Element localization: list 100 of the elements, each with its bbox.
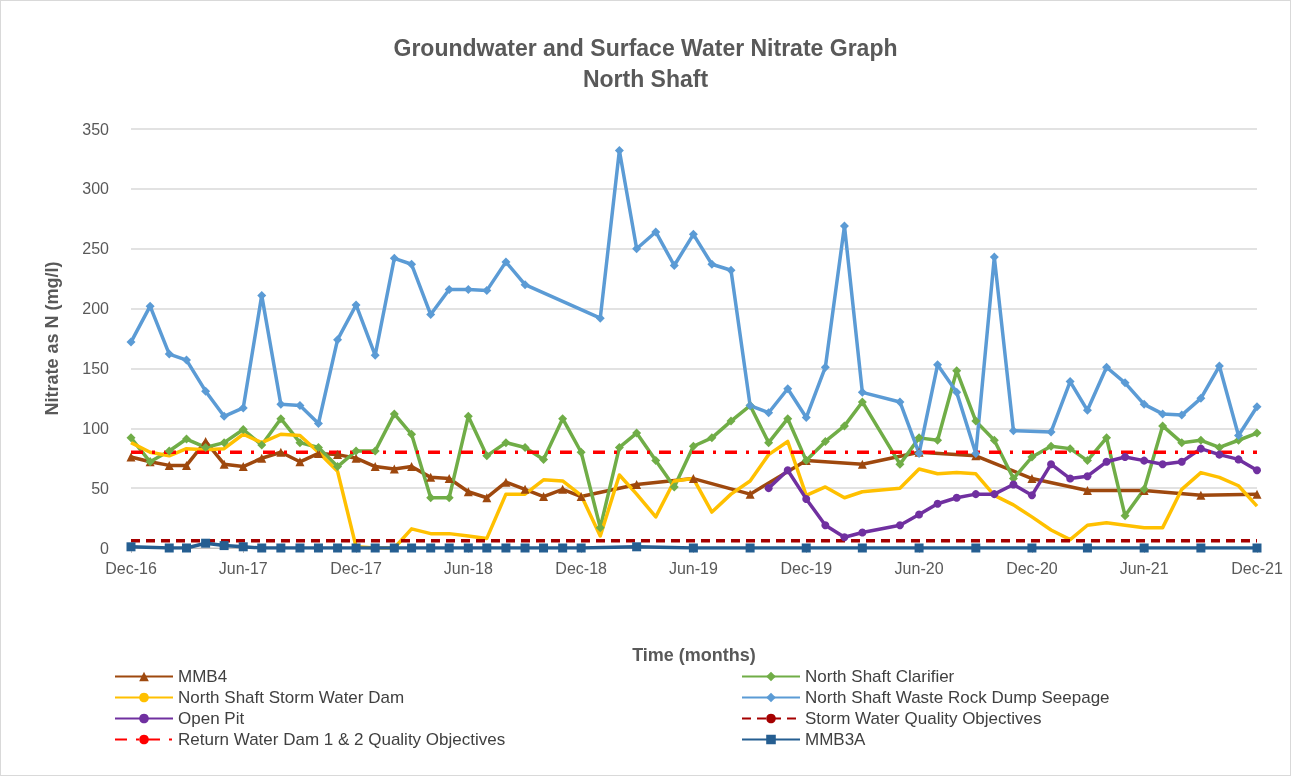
point — [539, 492, 549, 502]
x-tick-label: Jun-20 — [894, 559, 944, 577]
point — [1196, 435, 1206, 445]
point — [688, 441, 698, 451]
point — [1214, 442, 1224, 452]
point — [313, 442, 323, 452]
x-tick-label: Dec-18 — [555, 559, 608, 577]
point — [576, 447, 586, 457]
point — [783, 384, 793, 394]
point — [1196, 543, 1206, 553]
point — [238, 424, 248, 434]
point — [801, 413, 811, 423]
point — [501, 257, 511, 267]
point — [1252, 543, 1262, 553]
point — [726, 265, 736, 275]
point — [745, 489, 755, 499]
point — [276, 447, 286, 457]
x-tick-label: Jun-18 — [443, 559, 493, 577]
legend-label: Storm Water Quality Objectives — [805, 709, 1042, 728]
point — [1082, 486, 1092, 496]
point — [389, 543, 399, 553]
point — [1065, 444, 1075, 454]
point — [201, 538, 211, 548]
point — [313, 543, 323, 553]
point — [539, 454, 549, 464]
point — [182, 355, 191, 365]
point — [426, 472, 436, 482]
point — [952, 387, 962, 397]
point — [238, 542, 248, 552]
point — [407, 462, 417, 472]
point — [840, 533, 849, 542]
point — [1027, 543, 1037, 553]
point — [1047, 460, 1056, 469]
point — [389, 253, 399, 263]
point — [370, 462, 380, 472]
point — [182, 543, 191, 553]
point — [745, 543, 755, 553]
y-tick-label: 200 — [82, 300, 110, 318]
point — [219, 541, 229, 551]
point — [295, 457, 305, 467]
point — [651, 456, 661, 466]
point — [764, 438, 774, 448]
x-tick-label: Jun-21 — [1119, 559, 1169, 577]
point — [764, 484, 773, 493]
point — [688, 474, 698, 484]
point — [182, 460, 191, 470]
chart-subtitle: North Shaft — [582, 65, 709, 92]
point — [389, 409, 399, 419]
point — [482, 451, 492, 461]
point — [1027, 474, 1037, 484]
point — [558, 484, 568, 494]
y-tick-label: 300 — [82, 180, 110, 198]
y-tick-label: 50 — [91, 479, 110, 497]
point — [426, 310, 436, 320]
point — [576, 492, 586, 502]
point — [820, 436, 830, 446]
point — [821, 521, 830, 530]
point — [895, 521, 904, 530]
point — [426, 543, 436, 553]
point — [783, 414, 793, 424]
point — [520, 442, 530, 452]
point — [351, 453, 361, 463]
point — [688, 543, 698, 553]
point — [1139, 543, 1149, 553]
x-tick-label: Dec-16 — [105, 559, 157, 577]
point — [482, 543, 492, 553]
point — [1177, 457, 1186, 466]
point — [726, 416, 736, 426]
legend-label: Open Pit — [178, 709, 245, 728]
legend-label: MMB4 — [178, 667, 228, 686]
point — [558, 414, 568, 424]
point — [1102, 362, 1112, 372]
point — [707, 433, 717, 443]
point — [407, 429, 417, 439]
point — [1196, 444, 1205, 453]
point — [914, 433, 924, 443]
point — [1140, 456, 1149, 465]
point — [971, 490, 980, 499]
point — [1027, 491, 1036, 500]
point — [407, 259, 417, 269]
point — [444, 543, 454, 553]
y-tick-label: 100 — [82, 419, 110, 437]
point — [669, 482, 679, 492]
point — [1066, 474, 1075, 483]
point — [857, 397, 867, 407]
point — [1120, 378, 1130, 388]
point — [351, 446, 361, 456]
x-tick-label: Dec-21 — [1231, 559, 1283, 577]
x-tick-label: Dec-17 — [330, 559, 382, 577]
point — [839, 421, 849, 431]
point — [915, 510, 924, 519]
x-tick-label: Dec-19 — [780, 559, 833, 577]
point — [1082, 543, 1092, 553]
point — [632, 480, 642, 490]
point — [651, 227, 661, 237]
point — [1008, 426, 1018, 436]
point — [952, 493, 961, 502]
point — [1252, 489, 1262, 499]
point — [333, 450, 343, 460]
point — [933, 435, 943, 445]
